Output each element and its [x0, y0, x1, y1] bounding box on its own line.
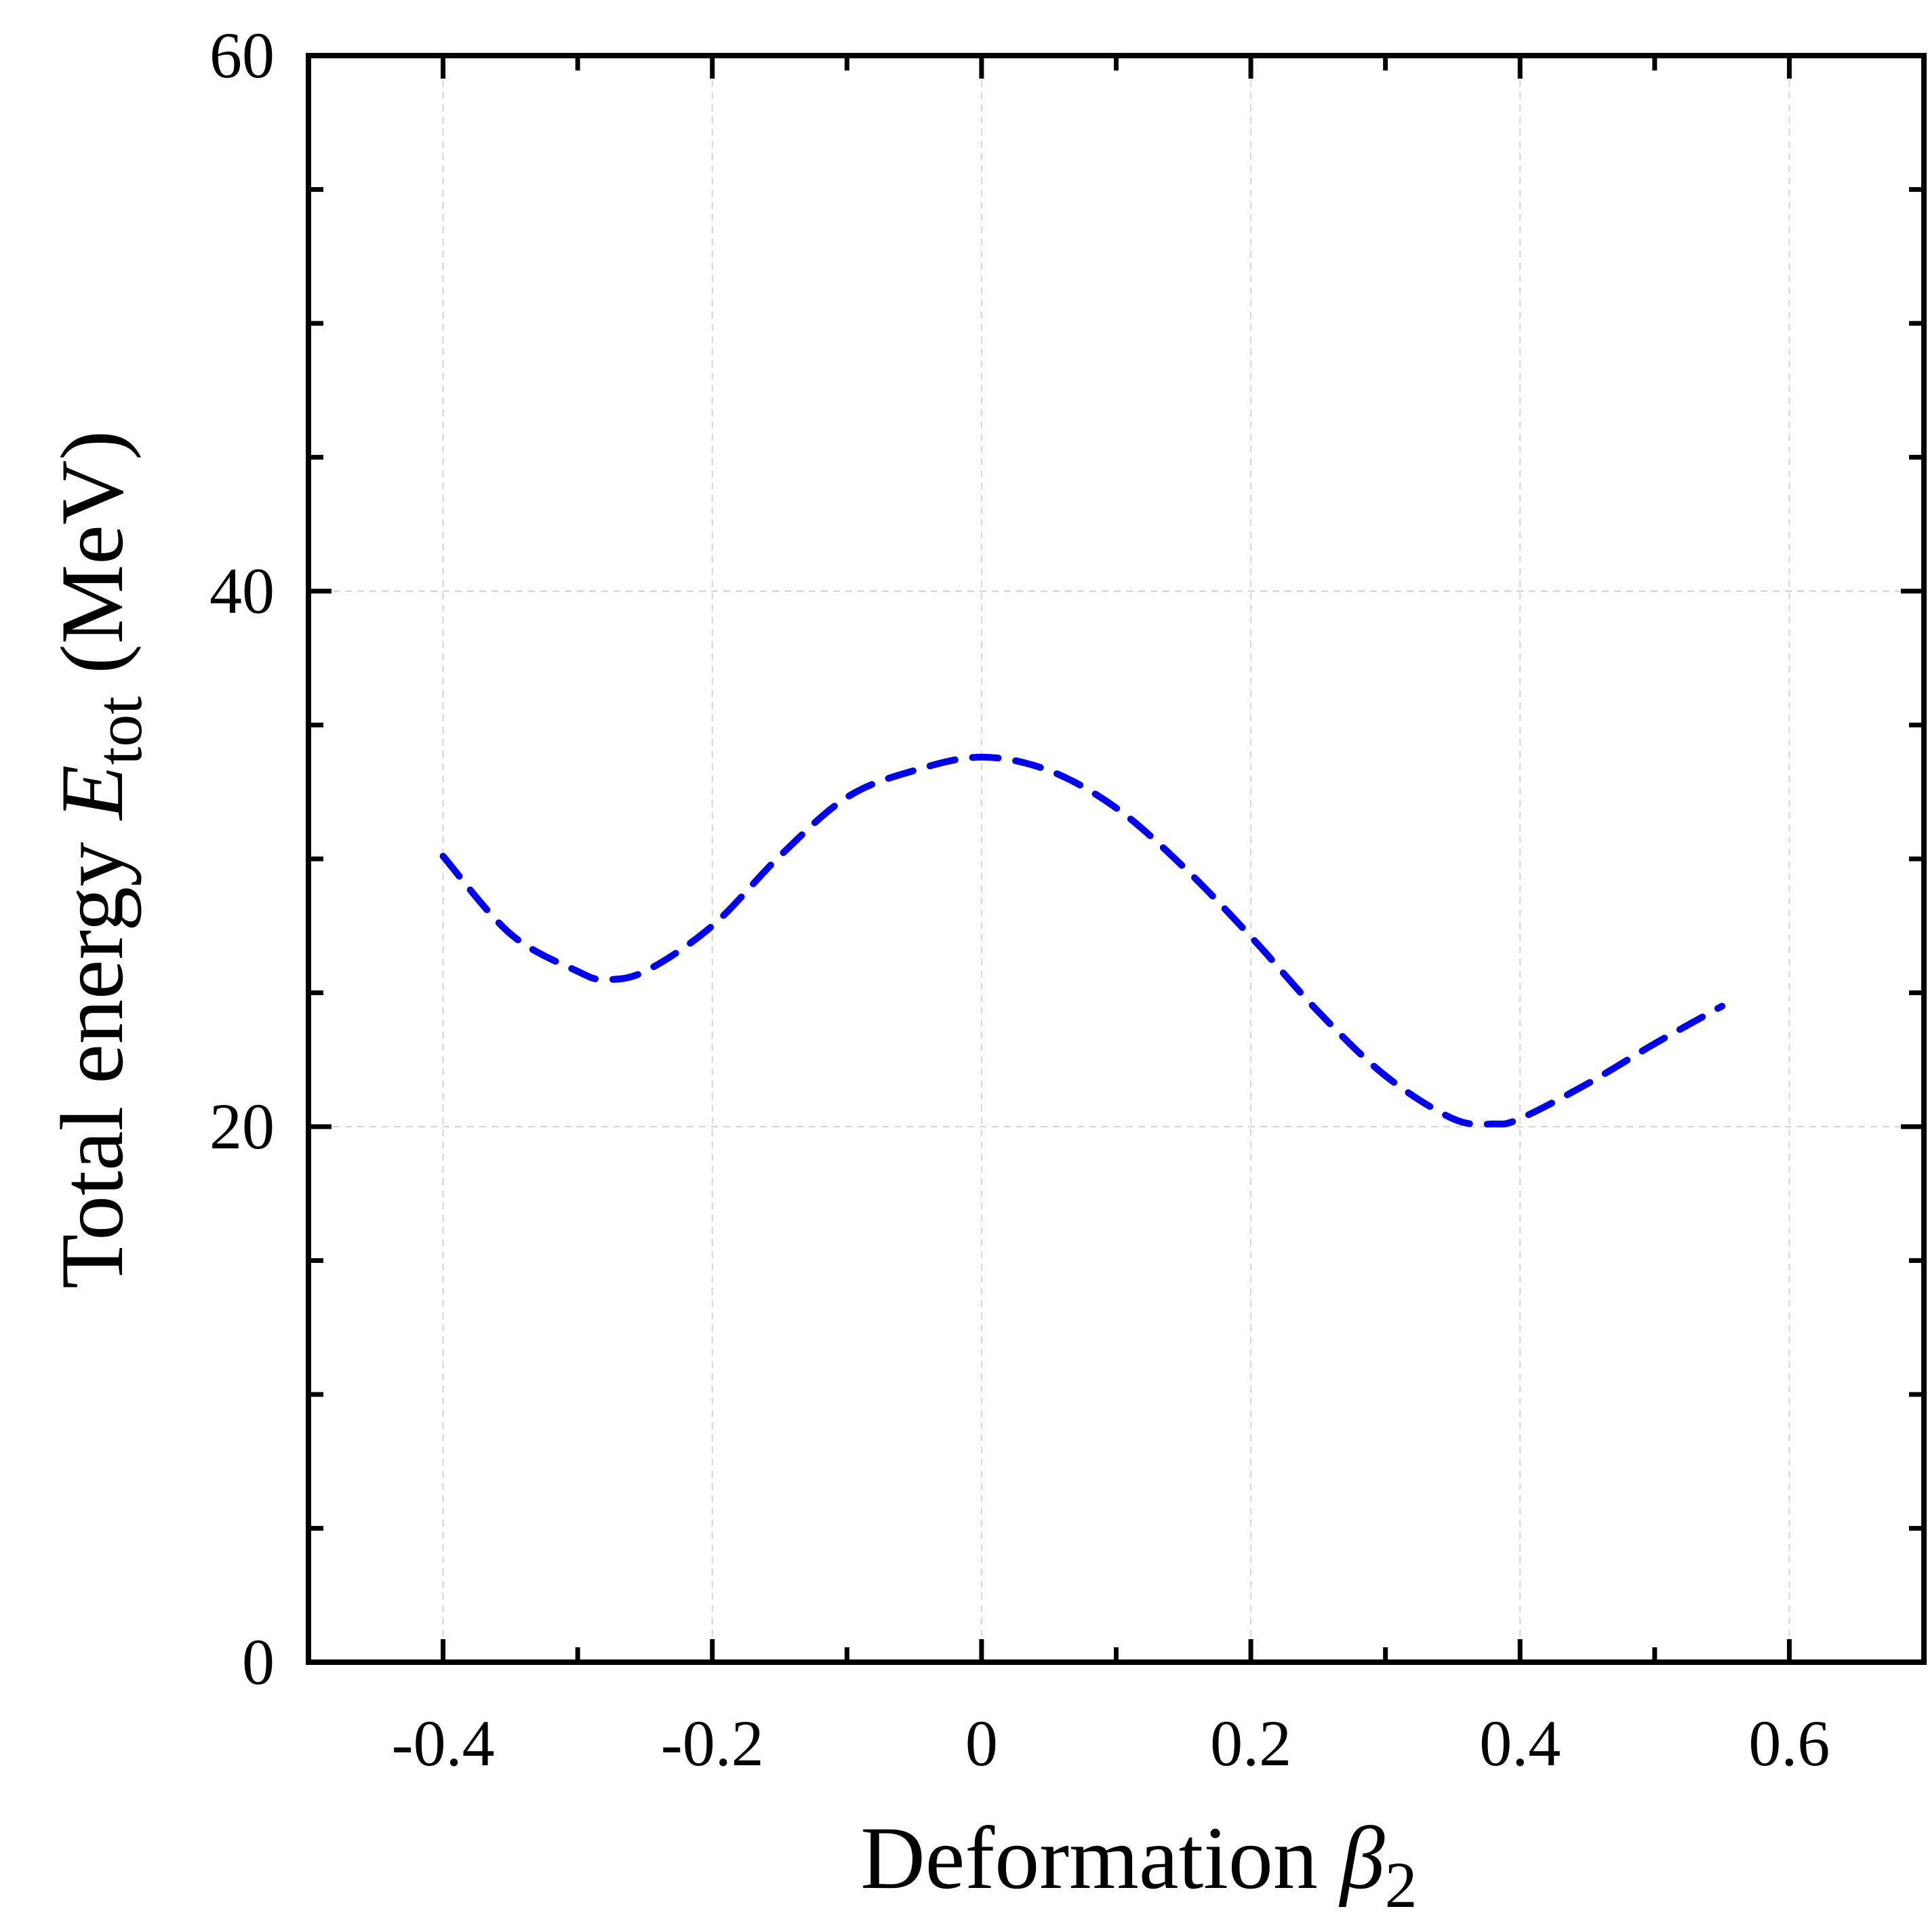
x-tick-label-1: -0.2	[661, 1707, 764, 1779]
y-axis-title-symbol: E	[42, 765, 142, 821]
plot-frame	[306, 53, 1927, 1665]
y-axis-title-unit: (MeV)	[42, 430, 142, 696]
x-axis-title-subscript: 2	[1385, 1849, 1418, 1921]
x-axis-title-text: Deformation	[860, 1808, 1340, 1908]
y-axis-title-text: Total energy	[42, 820, 142, 1289]
y-axis-title-subscript: tot	[83, 696, 155, 765]
x-tick-label-2: 0	[965, 1707, 998, 1779]
y-axis-title: Total energy Etot (MeV)	[42, 430, 155, 1289]
series-layer	[439, 753, 1726, 1128]
x-axis-title-symbol: β	[1338, 1808, 1385, 1908]
grid-lines	[308, 56, 1924, 1662]
x-tick-label-4: 0.4	[1479, 1707, 1561, 1779]
y-tick-labels: 0 20 40 60	[209, 19, 275, 1698]
y-tick-label-3: 60	[209, 19, 275, 92]
axis-ticks	[308, 56, 1924, 1662]
y-tick-label-2: 40	[209, 555, 275, 627]
x-tick-label-5: 0.6	[1748, 1707, 1830, 1779]
y-tick-label-1: 20	[209, 1090, 275, 1163]
x-tick-label-3: 0.2	[1210, 1707, 1291, 1779]
series-line-0	[439, 753, 1726, 1128]
x-tick-label-0: -0.4	[392, 1707, 495, 1779]
y-tick-label-0: 0	[242, 1626, 275, 1698]
x-axis-title: Deformation β2	[860, 1808, 1417, 1921]
x-tick-labels: -0.4 -0.2 0 0.2 0.4 0.6	[392, 1707, 1830, 1779]
